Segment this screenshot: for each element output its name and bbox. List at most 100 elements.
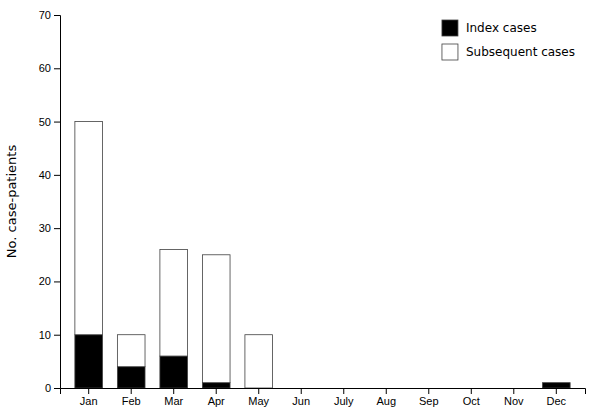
plot: Jan Feb Mar Apr May Jun July Aug Sep Oct Nov Dec 0 10… bbox=[39, 9, 586, 407]
tick-label: Jan bbox=[80, 395, 98, 407]
tick-label: Oct bbox=[463, 395, 480, 407]
tick-mark bbox=[54, 68, 60, 69]
chart: Jan Feb Mar Apr May Jun July Aug Sep Oct Nov Dec 0 10… bbox=[0, 0, 600, 420]
bar bbox=[542, 383, 570, 388]
tick: 0 bbox=[45, 382, 60, 394]
tick: Oct bbox=[463, 388, 480, 407]
tick: Sep bbox=[419, 388, 439, 407]
tick: July bbox=[334, 388, 354, 407]
tick-mark bbox=[54, 228, 60, 229]
tick: Aug bbox=[376, 388, 396, 407]
tick-label: 60 bbox=[39, 62, 51, 74]
tick: Nov bbox=[504, 388, 524, 407]
tick-label: Nov bbox=[504, 395, 524, 407]
tick-label: Feb bbox=[122, 395, 141, 407]
legend-label: Index cases bbox=[466, 21, 537, 35]
tick-label: Apr bbox=[208, 395, 225, 407]
bar bbox=[245, 335, 273, 388]
bar bbox=[500, 388, 528, 389]
bar bbox=[330, 388, 358, 389]
tick-mark bbox=[513, 388, 514, 394]
axis-line bbox=[61, 389, 586, 395]
bar bbox=[75, 335, 103, 388]
tick-label: May bbox=[248, 395, 269, 407]
bar bbox=[415, 388, 443, 389]
legend: Index cases Subsequent cases bbox=[442, 20, 575, 60]
tick-label: 40 bbox=[39, 169, 51, 181]
tick: 60 bbox=[39, 62, 60, 74]
legend-swatch bbox=[442, 20, 458, 36]
bar bbox=[457, 388, 485, 389]
tick: 30 bbox=[39, 222, 60, 234]
bar bbox=[372, 388, 400, 389]
tick-mark bbox=[386, 388, 387, 394]
tick: 40 bbox=[39, 169, 60, 181]
bar bbox=[202, 255, 230, 383]
y-axis-title: No. case-patients bbox=[4, 145, 19, 259]
bar bbox=[287, 388, 315, 389]
tick-label: 20 bbox=[39, 275, 51, 287]
bar bbox=[160, 249, 188, 356]
tick: 10 bbox=[39, 329, 60, 341]
tick-label: 0 bbox=[45, 382, 51, 394]
x-axis: Jan Feb Mar Apr May Jun July Aug Sep Oct Nov Dec bbox=[61, 388, 586, 407]
tick: 70 bbox=[39, 9, 60, 21]
tick-mark bbox=[301, 388, 302, 394]
tick-label: July bbox=[334, 395, 354, 407]
tick-mark bbox=[131, 388, 132, 394]
bar bbox=[117, 335, 145, 367]
tick: Mar bbox=[164, 388, 183, 407]
axis-line bbox=[54, 16, 61, 389]
bar bbox=[287, 388, 315, 389]
tick: Dec bbox=[547, 388, 567, 407]
bar bbox=[372, 388, 400, 389]
tick-label: 50 bbox=[39, 116, 51, 128]
tick-label: Mar bbox=[164, 395, 183, 407]
bar bbox=[75, 122, 103, 335]
tick-mark bbox=[258, 388, 259, 394]
bar bbox=[500, 388, 528, 389]
bar bbox=[415, 388, 443, 389]
tick: 50 bbox=[39, 116, 60, 128]
tick-label: Dec bbox=[547, 395, 567, 407]
tick: May bbox=[248, 388, 269, 407]
bar bbox=[117, 367, 145, 388]
bar bbox=[330, 388, 358, 389]
tick: Jun bbox=[292, 388, 310, 407]
tick-mark bbox=[54, 122, 60, 123]
tick-label: 10 bbox=[39, 329, 51, 341]
legend-swatch bbox=[442, 44, 458, 60]
legend-item: Index cases bbox=[442, 20, 537, 36]
tick-label: Jun bbox=[292, 395, 310, 407]
tick-mark bbox=[556, 388, 557, 394]
tick-label: Sep bbox=[419, 395, 439, 407]
tick-mark bbox=[343, 388, 344, 394]
tick-mark bbox=[471, 388, 472, 394]
tick-mark bbox=[173, 388, 174, 394]
tick-mark bbox=[54, 281, 60, 282]
tick: 20 bbox=[39, 275, 60, 287]
bar bbox=[160, 356, 188, 388]
tick-mark bbox=[54, 15, 60, 16]
tick: Jan bbox=[80, 388, 98, 407]
tick-mark bbox=[54, 388, 60, 389]
y-axis: 0 10 20 30 40 50 60 70 bbox=[39, 9, 61, 394]
tick-mark bbox=[54, 175, 60, 176]
tick-label: 30 bbox=[39, 222, 51, 234]
tick-mark bbox=[428, 388, 429, 394]
tick-mark bbox=[54, 335, 60, 336]
series bbox=[75, 122, 273, 388]
tick: Feb bbox=[122, 388, 141, 407]
tick-mark bbox=[88, 388, 89, 394]
bars bbox=[75, 122, 570, 388]
legend-label: Subsequent cases bbox=[466, 45, 575, 59]
series bbox=[75, 335, 570, 388]
tick-label: Aug bbox=[376, 395, 396, 407]
bar bbox=[202, 383, 230, 388]
tick-mark bbox=[216, 388, 217, 394]
bar bbox=[457, 388, 485, 389]
legend-item: Subsequent cases bbox=[442, 44, 575, 60]
tick: Apr bbox=[208, 388, 225, 407]
tick-label: 70 bbox=[39, 9, 51, 21]
bar bbox=[542, 382, 570, 383]
